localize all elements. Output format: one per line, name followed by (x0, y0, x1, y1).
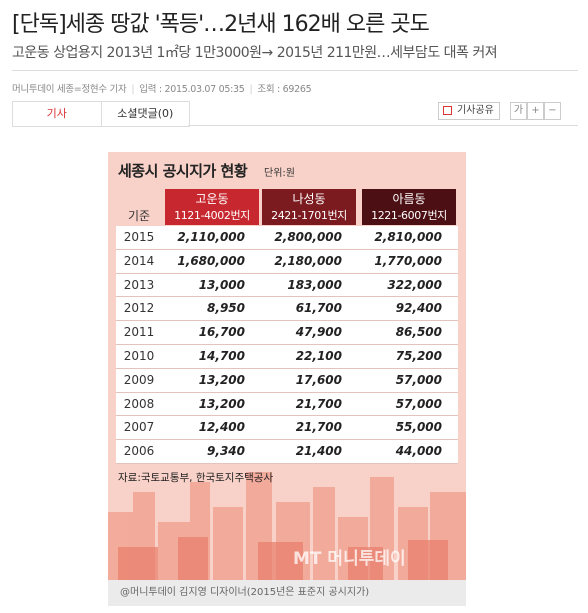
table-row (116, 392, 458, 417)
infographic-title: 세종시 공시지가 현황 (118, 162, 248, 180)
value-cell: 86,500 (395, 325, 442, 340)
value-cell: 2,180,000 (274, 253, 342, 268)
row-header: 기준 (127, 209, 151, 223)
share-button[interactable]: 기사공유 (438, 102, 500, 120)
value-cell: 2,810,000 (374, 230, 442, 244)
table-row (116, 345, 458, 369)
year-cell: 2010 (123, 349, 155, 363)
value-cell: 22,100 (295, 349, 342, 363)
column-range: 2421-1701번지 (271, 209, 347, 222)
table-row (116, 440, 458, 464)
value-cell: 44,000 (395, 444, 442, 459)
column-header (262, 189, 356, 225)
value-cell: 13,200 (198, 372, 245, 387)
table-row (116, 321, 458, 345)
year-cell: 2015 (123, 230, 155, 244)
tab[interactable]: 기사 (13, 102, 102, 126)
column-name: 나성동 (292, 192, 326, 206)
value-cell: 1,680,000 (177, 253, 245, 268)
value-cell: 13,000 (198, 277, 245, 292)
zoom-in-button[interactable]: + (527, 102, 544, 120)
value-cell: 75,200 (395, 349, 442, 363)
value-cell: 47,900 (295, 325, 342, 340)
value-cell: 13,200 (198, 396, 245, 411)
watermark: MT 머니투데이 (293, 549, 406, 569)
value-cell: 9,340 (207, 444, 245, 459)
value-cell: 2,800,000 (274, 230, 342, 244)
image-caption: @머니투데이 김지영 디자이너(2015년은 표준지 공시지가) (108, 580, 466, 606)
year-cell: 2008 (123, 396, 155, 411)
table-row (116, 297, 458, 322)
value-cell: 21,400 (295, 444, 342, 459)
table-row (116, 416, 458, 441)
column-range: 1121-4002번지 (174, 209, 250, 222)
value-cell: 21,700 (295, 396, 342, 411)
city-skyline (108, 472, 466, 580)
year-cell: 2011 (123, 325, 155, 340)
divider (188, 125, 578, 126)
unit-label: 단위:원 (264, 168, 295, 179)
value-cell: 17,600 (295, 372, 342, 387)
subheadline: 고운동 상업용지 2013년 1㎡당 1만3000원→ 2015년 211만원…… (12, 45, 498, 61)
column-name: 고운동 (195, 192, 229, 206)
year-cell: 2007 (123, 420, 155, 435)
byline: 머니투데이 세종=정현수 기자 | 입력 : 2015.03.07 05:35 | 조회… (12, 84, 312, 95)
value-cell: 1,770,000 (374, 253, 442, 268)
table-row (116, 249, 458, 274)
value-cell: 57,000 (395, 372, 442, 387)
value-cell: 322,000 (387, 277, 442, 292)
divider (12, 70, 578, 71)
column-header (165, 189, 259, 225)
value-cell: 57,000 (395, 396, 442, 411)
table-row (116, 368, 458, 393)
table-row (116, 273, 458, 298)
column-range: 1221-6007번지 (371, 209, 447, 222)
column-header (362, 189, 456, 225)
column-name: 아름동 (392, 192, 426, 206)
tab[interactable]: 소셜댓글(0) (117, 107, 174, 120)
value-cell: 14,700 (198, 349, 245, 363)
zoom-out-button[interactable]: − (544, 102, 561, 120)
tabs: 기사 소셜댓글(0) (12, 101, 190, 127)
reporter: 머니투데이 세종=정현수 기자 (12, 84, 127, 95)
value-cell: 16,700 (198, 325, 245, 340)
value-cell: 92,400 (395, 301, 442, 316)
year-cell: 2006 (123, 444, 155, 459)
value-cell: 21,700 (295, 420, 342, 435)
value-cell: 12,400 (198, 420, 245, 435)
year-cell: 2014 (123, 253, 155, 268)
headline: [단독]세종 땅값 '폭등'…2년새 162배 오른 곳도 (12, 12, 430, 37)
value-cell: 61,700 (295, 301, 342, 316)
value-cell: 8,950 (207, 301, 245, 316)
value-cell: 2,110,000 (177, 230, 245, 244)
source-note: 자료:국토교통부, 한국토지주택공사 (118, 472, 274, 484)
table-row (116, 226, 458, 250)
font-button[interactable]: 가 (510, 102, 527, 120)
value-cell: 183,000 (287, 277, 342, 292)
year-cell: 2012 (123, 301, 155, 316)
date: 입력 : 2015.03.07 05:35 (139, 84, 245, 95)
year-cell: 2013 (123, 277, 155, 292)
views: 조회 : 69265 (257, 84, 312, 95)
value-cell: 55,000 (395, 420, 442, 435)
year-cell: 2009 (123, 372, 155, 387)
